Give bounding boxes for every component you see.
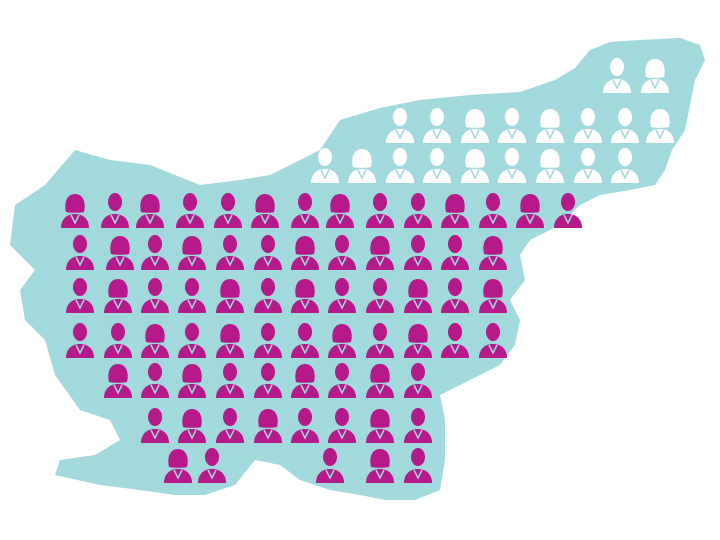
collar bbox=[187, 256, 197, 267]
collar bbox=[470, 169, 480, 180]
collar bbox=[325, 469, 335, 480]
collar bbox=[75, 299, 85, 310]
collar bbox=[320, 169, 330, 180]
collar bbox=[432, 129, 442, 140]
collar bbox=[150, 429, 160, 440]
collar bbox=[413, 429, 423, 440]
collar bbox=[110, 214, 120, 225]
collar bbox=[357, 169, 367, 180]
collar bbox=[300, 344, 310, 355]
collar bbox=[375, 344, 385, 355]
collar bbox=[450, 299, 460, 310]
collar bbox=[488, 299, 498, 310]
collar bbox=[260, 214, 270, 225]
collar bbox=[432, 169, 442, 180]
icon-layer bbox=[61, 58, 674, 483]
collar bbox=[187, 429, 197, 440]
collar bbox=[335, 214, 345, 225]
collar bbox=[450, 344, 460, 355]
collar bbox=[413, 384, 423, 395]
collar bbox=[113, 299, 123, 310]
collar bbox=[300, 299, 310, 310]
collar bbox=[187, 344, 197, 355]
collar bbox=[187, 384, 197, 395]
collar bbox=[375, 384, 385, 395]
collar bbox=[337, 429, 347, 440]
collar bbox=[507, 129, 517, 140]
collar bbox=[650, 79, 660, 90]
collar bbox=[145, 214, 155, 225]
collar bbox=[263, 299, 273, 310]
collar bbox=[300, 214, 310, 225]
collar bbox=[620, 129, 630, 140]
collar bbox=[395, 169, 405, 180]
collar bbox=[655, 129, 665, 140]
collar bbox=[450, 256, 460, 267]
collar bbox=[263, 256, 273, 267]
collar bbox=[488, 214, 498, 225]
collar bbox=[225, 384, 235, 395]
collar bbox=[185, 214, 195, 225]
collar bbox=[375, 299, 385, 310]
collar bbox=[150, 256, 160, 267]
collar bbox=[300, 256, 310, 267]
collar bbox=[70, 214, 80, 225]
collar bbox=[488, 344, 498, 355]
collar bbox=[375, 214, 385, 225]
collar bbox=[545, 169, 555, 180]
collar bbox=[150, 299, 160, 310]
collar bbox=[337, 384, 347, 395]
collar bbox=[525, 214, 535, 225]
collar bbox=[337, 299, 347, 310]
collar bbox=[223, 214, 233, 225]
collar bbox=[225, 429, 235, 440]
country-shape bbox=[10, 38, 705, 500]
collar bbox=[413, 344, 423, 355]
collar bbox=[450, 214, 460, 225]
collar bbox=[507, 169, 517, 180]
collar bbox=[470, 129, 480, 140]
collar bbox=[207, 469, 217, 480]
collar bbox=[113, 344, 123, 355]
collar bbox=[413, 299, 423, 310]
collar bbox=[545, 129, 555, 140]
collar bbox=[225, 256, 235, 267]
collar bbox=[150, 384, 160, 395]
collar bbox=[75, 256, 85, 267]
collar bbox=[375, 469, 385, 480]
collar bbox=[563, 214, 573, 225]
collar bbox=[225, 344, 235, 355]
collar bbox=[413, 214, 423, 225]
collar bbox=[612, 79, 622, 90]
collar bbox=[173, 469, 183, 480]
collar bbox=[113, 384, 123, 395]
collar bbox=[225, 299, 235, 310]
collar bbox=[150, 344, 160, 355]
collar bbox=[337, 256, 347, 267]
collar bbox=[300, 429, 310, 440]
collar bbox=[583, 169, 593, 180]
collar bbox=[263, 429, 273, 440]
collar bbox=[337, 344, 347, 355]
collar bbox=[488, 256, 498, 267]
collar bbox=[395, 129, 405, 140]
collar bbox=[187, 299, 197, 310]
collar bbox=[75, 344, 85, 355]
collar bbox=[583, 129, 593, 140]
collar bbox=[413, 256, 423, 267]
collar bbox=[263, 344, 273, 355]
collar bbox=[375, 256, 385, 267]
collar bbox=[115, 256, 125, 267]
collar bbox=[375, 429, 385, 440]
collar bbox=[263, 384, 273, 395]
collar bbox=[413, 469, 423, 480]
collar bbox=[300, 384, 310, 395]
collar bbox=[620, 169, 630, 180]
